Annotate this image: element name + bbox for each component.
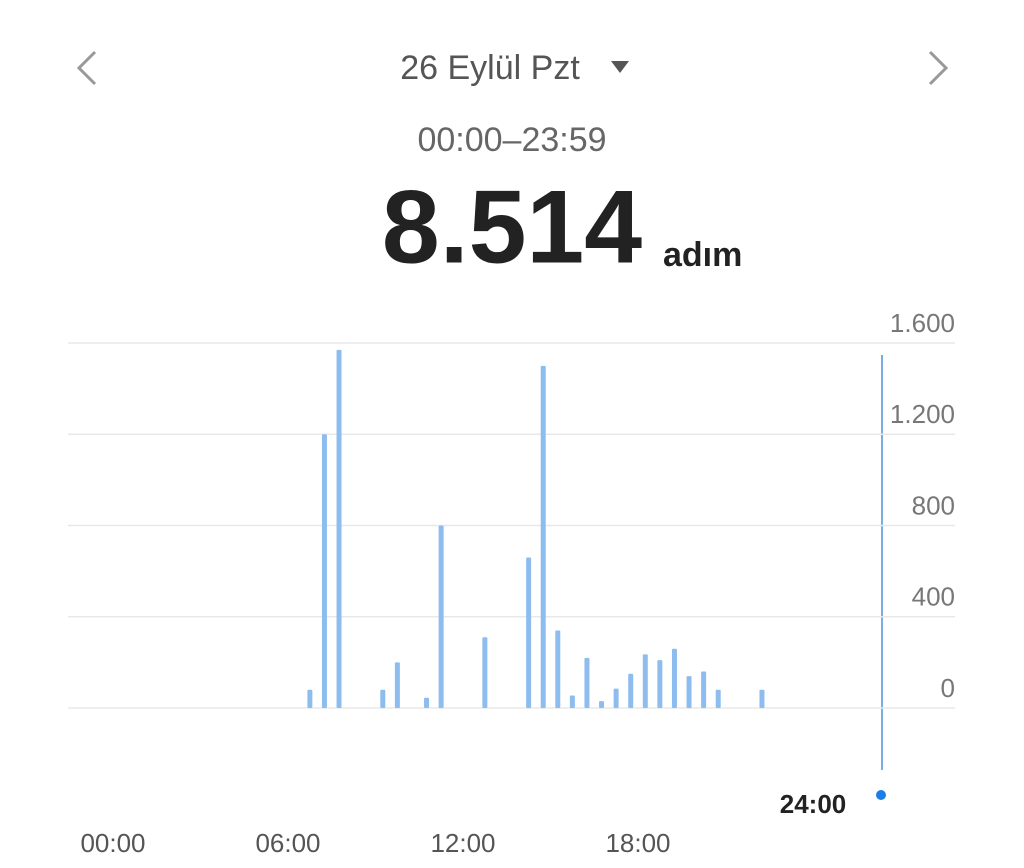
x-tick-label: 00:00 [80, 828, 145, 858]
bar [715, 689, 721, 708]
y-tick-label: 800 [912, 490, 955, 520]
cursor-dot[interactable] [876, 790, 886, 800]
y-tick-label: 0 [941, 673, 955, 703]
y-tick-label: 1.200 [890, 399, 955, 429]
marker-label: 24:00 [780, 789, 847, 819]
bar [394, 662, 400, 708]
dropdown-arrow[interactable] [611, 61, 629, 73]
bar [599, 701, 605, 708]
bar [657, 660, 663, 708]
bar [380, 689, 386, 708]
bar [321, 434, 327, 708]
bar [642, 654, 648, 708]
bar [701, 671, 707, 708]
x-tick-label: 06:00 [255, 828, 320, 858]
bar [526, 557, 532, 708]
x-tick-label: 12:00 [430, 828, 495, 858]
bar [555, 630, 561, 708]
bar [482, 637, 488, 708]
time-range: 00:00–23:59 [417, 121, 606, 159]
next-button[interactable] [928, 50, 949, 86]
y-tick-label: 400 [912, 582, 955, 612]
bar [438, 525, 444, 708]
bar [569, 695, 575, 708]
unit: adım [663, 236, 742, 274]
bar [307, 689, 313, 708]
bar [336, 349, 342, 708]
bar [584, 657, 590, 708]
bar [671, 648, 677, 708]
date-title[interactable]: 26 Eylül Pzt [400, 49, 580, 87]
prev-button[interactable] [76, 50, 97, 86]
x-tick-label: 18:00 [605, 828, 670, 858]
bar [613, 688, 619, 708]
bar [628, 673, 634, 708]
bar [686, 676, 692, 708]
bar [540, 365, 546, 708]
bar [759, 689, 765, 708]
total-steps: 8.514 [382, 169, 642, 285]
bar [424, 697, 430, 708]
y-tick-label: 1.600 [890, 308, 955, 338]
